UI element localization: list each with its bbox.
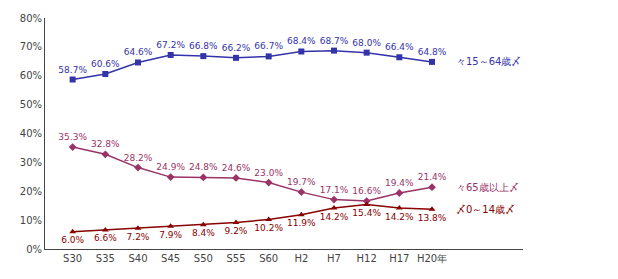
svg-text:68.7%: 68.7% [320, 36, 349, 46]
svg-text:66.4%: 66.4% [385, 42, 414, 52]
svg-text:S55: S55 [226, 253, 245, 264]
svg-text:10%: 10% [20, 215, 42, 226]
svg-text:H12: H12 [357, 253, 377, 264]
svg-text:6.6%: 6.6% [94, 233, 117, 243]
svg-text:58.7%: 58.7% [58, 65, 87, 75]
svg-text:S50: S50 [194, 253, 213, 264]
svg-text:60%: 60% [20, 70, 42, 81]
svg-text:40%: 40% [20, 128, 42, 139]
svg-text:S30: S30 [63, 253, 82, 264]
svg-text:66.7%: 66.7% [254, 41, 283, 51]
svg-text:16.6%: 16.6% [352, 186, 381, 196]
svg-text:13.8%: 13.8% [418, 213, 447, 223]
svg-text:66.2%: 66.2% [222, 43, 251, 53]
svg-text:35.3%: 35.3% [58, 132, 87, 142]
svg-text:9.2%: 9.2% [225, 226, 248, 236]
svg-text:S35: S35 [96, 253, 115, 264]
svg-text:67.2%: 67.2% [156, 40, 185, 50]
svg-text:24.8%: 24.8% [189, 162, 218, 172]
svg-text:7.2%: 7.2% [127, 232, 150, 242]
svg-text:24.6%: 24.6% [222, 163, 251, 173]
svg-text:20%: 20% [20, 186, 42, 197]
svg-text:30%: 30% [20, 157, 42, 168]
svg-text:19.7%: 19.7% [287, 177, 316, 187]
svg-text:S45: S45 [161, 253, 180, 264]
svg-text:8.4%: 8.4% [192, 228, 215, 238]
svg-text:21.4%: 21.4% [418, 172, 447, 182]
svg-text:〆0～14歳〆: 〆0～14歳〆 [456, 204, 515, 215]
svg-text:7.9%: 7.9% [159, 230, 182, 240]
svg-text:11.9%: 11.9% [287, 218, 316, 228]
svg-text:々15～64歳〆: 々15～64歳〆 [456, 56, 521, 67]
svg-text:0%: 0% [26, 244, 42, 255]
svg-text:H7: H7 [327, 253, 341, 264]
svg-text:H17: H17 [389, 253, 409, 264]
svg-text:64.8%: 64.8% [418, 47, 447, 57]
svg-text:28.2%: 28.2% [124, 153, 153, 163]
svg-text:19.4%: 19.4% [385, 178, 414, 188]
svg-text:24.9%: 24.9% [156, 162, 185, 172]
svg-text:66.8%: 66.8% [189, 41, 218, 51]
svg-text:H2: H2 [294, 253, 308, 264]
svg-text:23.0%: 23.0% [254, 168, 283, 178]
svg-text:80%: 80% [20, 13, 42, 24]
svg-text:68.4%: 68.4% [287, 36, 316, 46]
svg-text:32.8%: 32.8% [91, 139, 120, 149]
svg-text:68.0%: 68.0% [352, 38, 381, 48]
svg-text:6.0%: 6.0% [61, 235, 84, 245]
svg-text:H20年: H20年 [417, 253, 447, 264]
svg-text:17.1%: 17.1% [320, 185, 349, 195]
svg-text:70%: 70% [20, 41, 42, 52]
svg-text:60.6%: 60.6% [91, 59, 120, 69]
svg-text:64.6%: 64.6% [124, 47, 153, 57]
svg-text:S40: S40 [128, 253, 147, 264]
svg-text:15.4%: 15.4% [352, 208, 381, 218]
svg-text:S60: S60 [259, 253, 278, 264]
svg-text:14.2%: 14.2% [385, 212, 414, 222]
svg-text:50%: 50% [20, 99, 42, 110]
svg-text:14.2%: 14.2% [320, 212, 349, 222]
svg-text:10.2%: 10.2% [254, 223, 283, 233]
svg-text:々65歳以上〆: 々65歳以上〆 [456, 182, 519, 193]
